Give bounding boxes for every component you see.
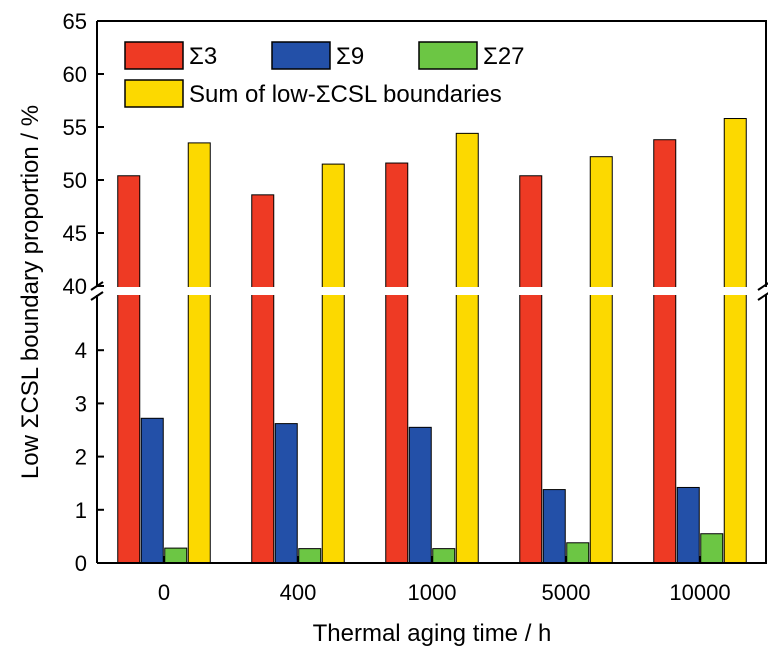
legend-label-2: Σ9 (336, 43, 364, 70)
bar-3-400 (298, 548, 322, 564)
bar-1-1000 (385, 162, 409, 564)
bar-2-0 (140, 417, 164, 564)
y-tick-label-2: 2 (75, 445, 87, 470)
legend-swatch-4 (124, 79, 184, 108)
y-tick-label-55: 55 (63, 115, 87, 140)
y-tick-label-60: 60 (63, 62, 87, 87)
y-tick-label-3: 3 (75, 391, 87, 416)
bar-2-1000 (408, 426, 432, 564)
x-tick-label-10000: 10000 (669, 580, 730, 605)
legend-swatch-3 (418, 41, 478, 70)
bar-2-10000 (676, 486, 700, 564)
bar-1-0 (117, 175, 141, 564)
x-tick-label-1000: 1000 (408, 580, 457, 605)
y-tick-label-40: 40 (63, 274, 87, 299)
legend-label-1: Σ3 (189, 43, 217, 70)
x-tick-label-400: 400 (280, 580, 317, 605)
axis-break-gap (98, 287, 766, 295)
bar-4-0 (187, 142, 211, 564)
break-mark-left-bottom (90, 291, 104, 301)
legend-swatch-2 (271, 41, 331, 70)
bar-1-10000 (653, 139, 677, 564)
bar-3-5000 (566, 542, 590, 564)
y-axis-title: Low ΣCSL boundary proportion / % (17, 105, 44, 479)
break-mark-right-bottom (757, 292, 768, 301)
x-tick-label-5000: 5000 (542, 580, 591, 605)
y-tick-label-1: 1 (75, 498, 87, 523)
break-gap-band (98, 287, 766, 295)
bar-2-400 (274, 423, 298, 564)
bar-3-1000 (432, 548, 456, 564)
bar-3-0 (164, 547, 188, 564)
y-tick-label-0: 0 (75, 551, 87, 576)
bar-4-1000 (455, 132, 479, 564)
bar-4-400 (321, 163, 345, 564)
y-tick-label-50: 50 (63, 168, 87, 193)
x-tick-label-0: 0 (158, 580, 170, 605)
legend-label-3: Σ27 (483, 43, 525, 70)
legend: Σ3 Σ9 Σ27 Sum of low-ΣCSL boundaries (124, 41, 525, 108)
break-mark-right-top (757, 282, 768, 291)
bars-layer (117, 118, 747, 564)
bar-4-10000 (723, 118, 747, 564)
legend-label-4: Sum of low-ΣCSL boundaries (189, 81, 502, 108)
bar-3-10000 (700, 533, 724, 564)
legend-swatch-1 (124, 41, 184, 70)
y-tick-label-65: 65 (63, 9, 87, 34)
x-axis-title: Thermal aging time / h (313, 620, 552, 647)
bar-1-400 (251, 194, 275, 564)
y-tick-label-45: 45 (63, 221, 87, 246)
bar-2-5000 (542, 489, 566, 564)
y-tick-label-4: 4 (75, 338, 87, 363)
bar-1-5000 (519, 175, 543, 564)
bar-4-5000 (589, 156, 613, 564)
plot-frame (90, 20, 768, 564)
